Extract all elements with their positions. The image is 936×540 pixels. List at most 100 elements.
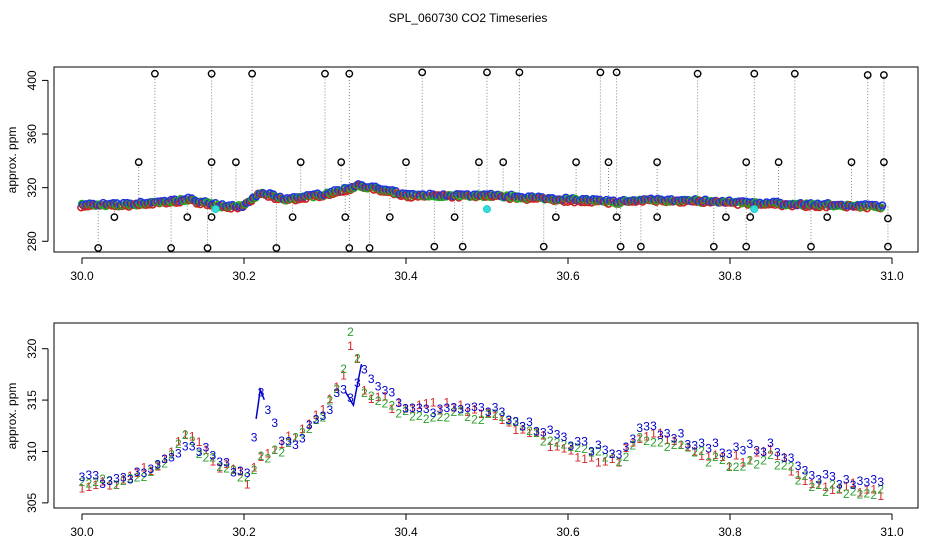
series-2-marker: 2 — [643, 434, 650, 448]
top-panel: approx. ppm 30.0 30.2 30.4 30.6 30.8 31.0 280 3… — [5, 66, 919, 283]
series-3-marker: 3 — [760, 445, 767, 459]
series-2-marker: 2 — [478, 413, 485, 427]
series-3-marker: 3 — [740, 444, 747, 458]
chart-title: SPL_060730 CO2 Timeseries — [389, 11, 548, 25]
series-1-marker: 1 — [423, 397, 430, 411]
series-3-marker: 3 — [168, 450, 175, 464]
series-2-marker: 2 — [437, 410, 444, 424]
series-3-marker: 3 — [547, 423, 554, 437]
series-1-marker: 1 — [795, 468, 802, 482]
series-3-marker: 3 — [423, 402, 430, 416]
series-3-marker: 3 — [822, 467, 829, 481]
series-3-marker: 3 — [623, 440, 630, 454]
y-tick-label: 360 — [25, 124, 39, 144]
series-3-marker: 3 — [134, 465, 141, 479]
flagged-point — [742, 242, 751, 251]
series-3-marker: 3 — [196, 445, 203, 459]
series-3-marker: 3 — [877, 475, 884, 489]
series-1-marker: 1 — [678, 438, 685, 452]
series-1-marker: 1 — [120, 473, 127, 487]
series-1-marker: 1 — [602, 455, 609, 469]
series-3-marker: 3 — [361, 363, 368, 377]
flagged-point — [231, 158, 240, 167]
flagged-point — [693, 69, 702, 78]
series-3-marker: 3 — [106, 474, 113, 488]
series-1-marker: 1 — [209, 454, 216, 468]
series-1-marker: 1 — [361, 383, 368, 397]
series-3-marker: 3 — [203, 440, 210, 454]
x-tick-label: 30.4 — [394, 525, 418, 539]
series-1-marker: 1 — [86, 480, 93, 494]
series-3-marker: 3 — [843, 473, 850, 487]
flagged-point — [110, 213, 119, 222]
x-tick-label: 31.0 — [880, 269, 904, 283]
series-1-marker: 1 — [375, 390, 382, 404]
series-1-marker: 1 — [540, 429, 547, 443]
series-3-marker: 3 — [733, 440, 740, 454]
flagged-point — [709, 242, 718, 251]
series-3-marker: 3 — [182, 439, 189, 453]
flagged-point — [863, 71, 872, 79]
series-1-marker: 1 — [244, 477, 251, 491]
series-2-marker: 2 — [567, 440, 574, 454]
series-2-marker: 2 — [512, 415, 519, 429]
flagged-point — [345, 69, 354, 78]
series-2-marker: 2 — [258, 449, 265, 463]
flagged-point — [474, 158, 483, 167]
series-3-marker: 3 — [664, 427, 671, 441]
series-1-marker: 1 — [313, 408, 320, 422]
series-2-marker: 2 — [836, 482, 843, 496]
flagged-point — [150, 69, 159, 78]
series-2-marker: 2 — [795, 473, 802, 487]
series-2-marker: 2 — [209, 451, 216, 465]
flagged-point — [321, 69, 329, 78]
series-1-marker: 1 — [251, 460, 258, 474]
series-2-marker: 2 — [705, 455, 712, 469]
flagged-point — [365, 244, 374, 252]
x-tick-label: 30.4 — [394, 269, 418, 283]
series-1-marker: 1 — [134, 466, 141, 480]
series-3-marker: 3 — [285, 434, 292, 448]
top-y-axis-label: approx. ppm — [5, 127, 19, 194]
series-3-marker: 3 — [685, 438, 692, 452]
series-3-marker: 3 — [767, 436, 774, 450]
series-3-marker: 3 — [471, 400, 478, 414]
series-1-marker: 1 — [99, 475, 106, 489]
cyan-point — [211, 205, 220, 214]
cyan-point — [750, 205, 759, 214]
series-2-marker: 2 — [230, 463, 237, 477]
series-1-marker: 1 — [857, 485, 864, 499]
series-3-marker: 3 — [299, 431, 306, 445]
series-3-marker: 3 — [574, 434, 581, 448]
series-3-marker: 3 — [540, 426, 547, 440]
series-1-marker: 1 — [788, 465, 795, 479]
x-tick-label: 30.8 — [718, 269, 742, 283]
series-3-marker: 3 — [671, 431, 678, 445]
series-2-marker: 2 — [79, 475, 86, 489]
series-3-marker: 3 — [636, 421, 643, 435]
series-1-marker: 1 — [767, 443, 774, 457]
series-1-marker: 1 — [547, 440, 554, 454]
series-1-marker: 1 — [733, 449, 740, 463]
series-1-marker: 1 — [609, 452, 616, 466]
flagged-point — [653, 213, 661, 222]
bottom-y-axis-label: approx. ppm — [5, 383, 19, 450]
series-1-marker: 1 — [340, 368, 347, 382]
series-1-marker: 1 — [629, 435, 636, 449]
series-2-marker: 2 — [92, 475, 99, 489]
series-1-marker: 1 — [526, 426, 533, 440]
series-1-marker: 1 — [127, 469, 134, 483]
series-1-marker: 1 — [623, 441, 630, 455]
flagged-point — [551, 213, 560, 222]
series-3-marker: 3 — [120, 471, 127, 485]
series-3-marker: 3 — [79, 470, 86, 484]
series-1-marker: 1 — [581, 452, 588, 466]
series-1-marker: 1 — [836, 482, 843, 496]
series-1-marker: 1 — [327, 392, 334, 406]
x-tick-label: 31.0 — [880, 525, 904, 539]
series-3-marker: 3 — [519, 419, 526, 433]
series-2-marker: 2 — [361, 386, 368, 400]
series-2-marker: 2 — [409, 409, 416, 423]
series-1-marker: 1 — [258, 450, 265, 464]
series-1-marker: 1 — [237, 464, 244, 478]
